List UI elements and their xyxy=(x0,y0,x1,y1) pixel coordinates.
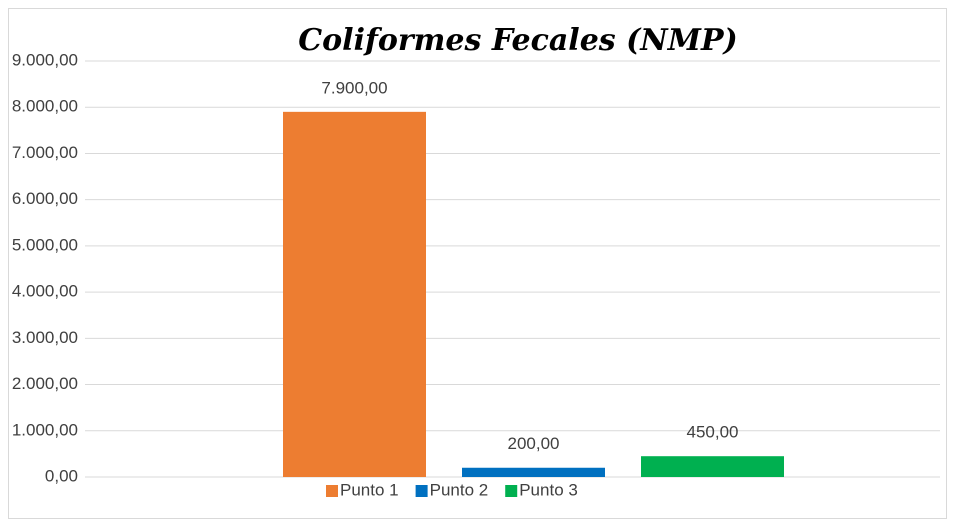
y-tick-label: 9.000,00 xyxy=(12,50,78,69)
legend-label: Punto 1 xyxy=(340,480,399,499)
data-label: 7.900,00 xyxy=(321,78,387,97)
legend-swatch xyxy=(415,485,428,497)
y-tick-label: 4.000,00 xyxy=(12,282,78,301)
legend-label: Punto 2 xyxy=(430,480,489,499)
bar xyxy=(641,456,784,477)
y-tick-label: 3.000,00 xyxy=(12,328,78,347)
data-label: 200,00 xyxy=(508,434,560,453)
y-tick-label: 6.000,00 xyxy=(12,189,78,208)
y-tick-label: 2.000,00 xyxy=(12,374,78,393)
y-tick-label: 7.000,00 xyxy=(12,143,78,162)
legend-label: Punto 3 xyxy=(519,480,578,499)
y-tick-label: 8.000,00 xyxy=(12,97,78,116)
y-tick-label: 0,00 xyxy=(45,466,78,485)
chart-title: Coliformes Fecales (NMP) xyxy=(298,23,737,58)
bar xyxy=(462,467,605,477)
chart-border xyxy=(8,8,947,519)
legend-swatch xyxy=(505,485,518,497)
y-tick-label: 5.000,00 xyxy=(12,235,78,254)
legend-swatch xyxy=(326,485,338,497)
y-tick-label: 1.000,00 xyxy=(12,420,78,439)
data-label: 450,00 xyxy=(687,423,739,442)
bar xyxy=(283,111,426,477)
